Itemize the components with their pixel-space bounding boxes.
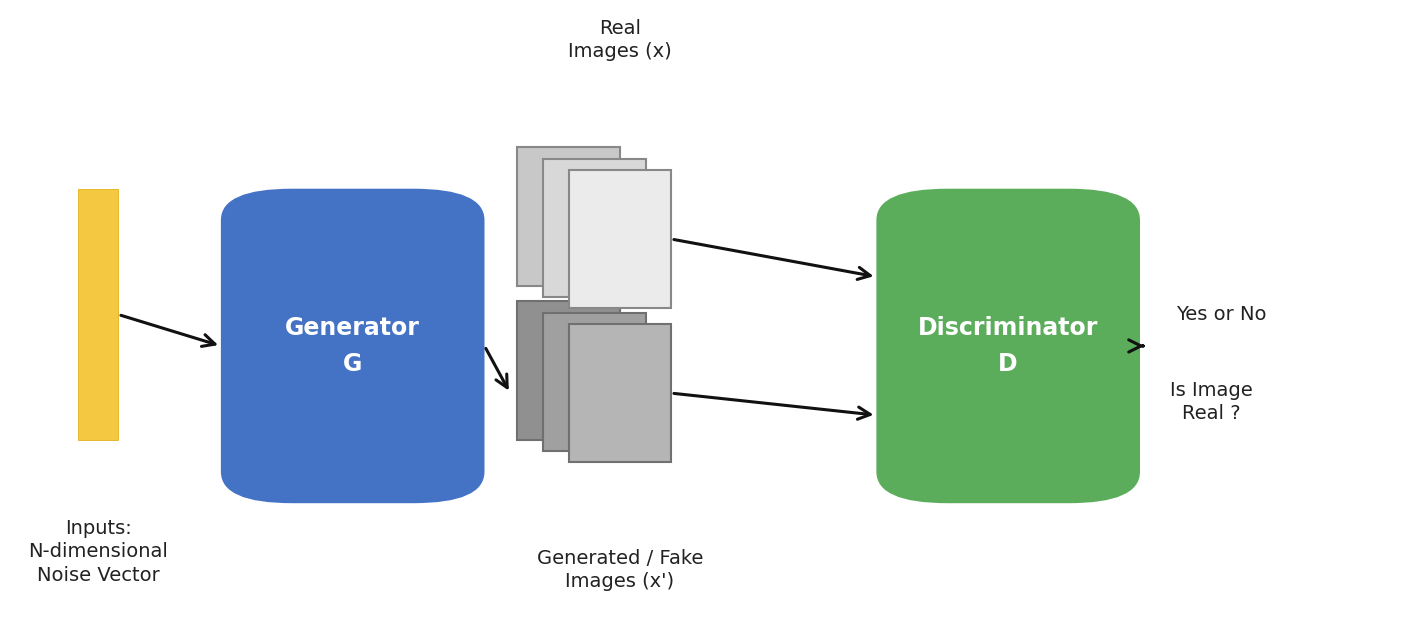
FancyBboxPatch shape xyxy=(876,189,1140,503)
Text: Inputs:
N-dimensional
Noise Vector: Inputs: N-dimensional Noise Vector xyxy=(28,519,168,585)
Bar xyxy=(517,147,620,286)
Text: Generated / Fake
Images (x'): Generated / Fake Images (x') xyxy=(537,548,703,591)
Text: Generator
G: Generator G xyxy=(285,316,420,376)
Bar xyxy=(517,301,620,440)
FancyBboxPatch shape xyxy=(221,189,485,503)
Text: Is Image
Real ?: Is Image Real ? xyxy=(1170,381,1253,423)
Bar xyxy=(78,189,118,440)
Bar xyxy=(569,170,671,308)
Text: Discriminator
D: Discriminator D xyxy=(918,316,1099,376)
Bar xyxy=(543,313,646,451)
Bar xyxy=(569,324,671,462)
Text: Real
Images (x): Real Images (x) xyxy=(569,19,671,62)
Text: Yes or No: Yes or No xyxy=(1176,305,1267,324)
Bar xyxy=(543,159,646,297)
